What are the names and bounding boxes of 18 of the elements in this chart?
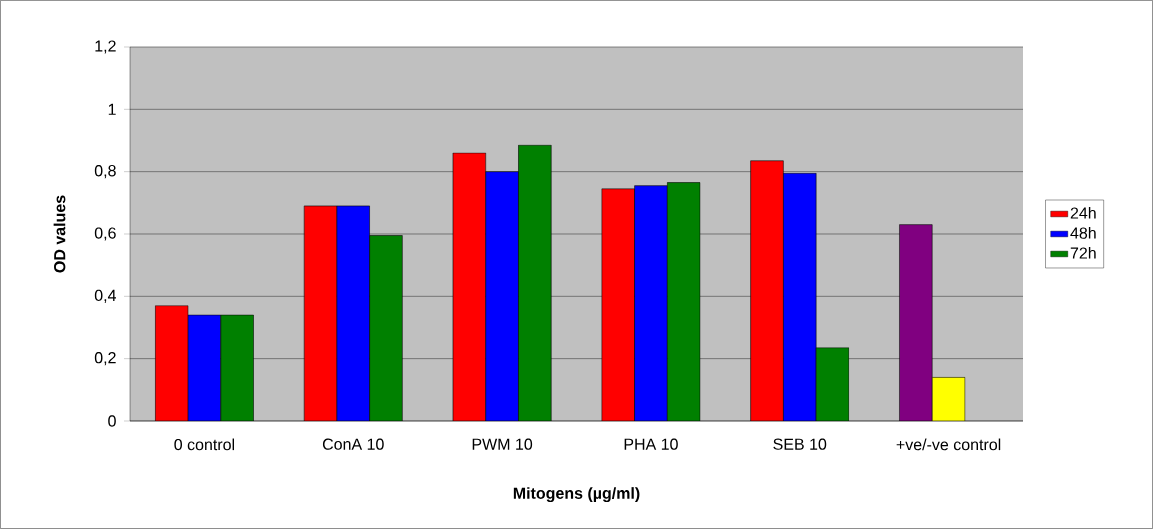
y-tick-label: 0,2	[94, 352, 116, 366]
x-tick-label: +ve/-ve control	[896, 438, 1001, 451]
legend-label: 72h	[1070, 246, 1096, 259]
y-tick-label: 0	[108, 415, 116, 427]
y-axis-title: OD values	[53, 195, 66, 273]
legend-label: 24h	[1070, 207, 1096, 219]
x-axis-title: Mitogens (µg/ml)	[513, 487, 640, 503]
y-tick-label: 0,6	[94, 227, 116, 241]
x-tick-label: PHA 10	[624, 438, 678, 450]
x-tick-label: ConA 10	[322, 438, 384, 450]
x-tick-label: 0 control	[174, 438, 235, 451]
x-tick-label: SEB 10	[773, 438, 827, 450]
legend-label: 48h	[1070, 227, 1096, 239]
x-tick-label: PWM 10	[472, 438, 533, 450]
y-tick-label: 1,2	[95, 40, 116, 54]
y-tick-label: 1	[108, 103, 116, 115]
y-tick-label: 0,4	[94, 289, 116, 303]
y-tick-label: 0,8	[94, 165, 116, 179]
